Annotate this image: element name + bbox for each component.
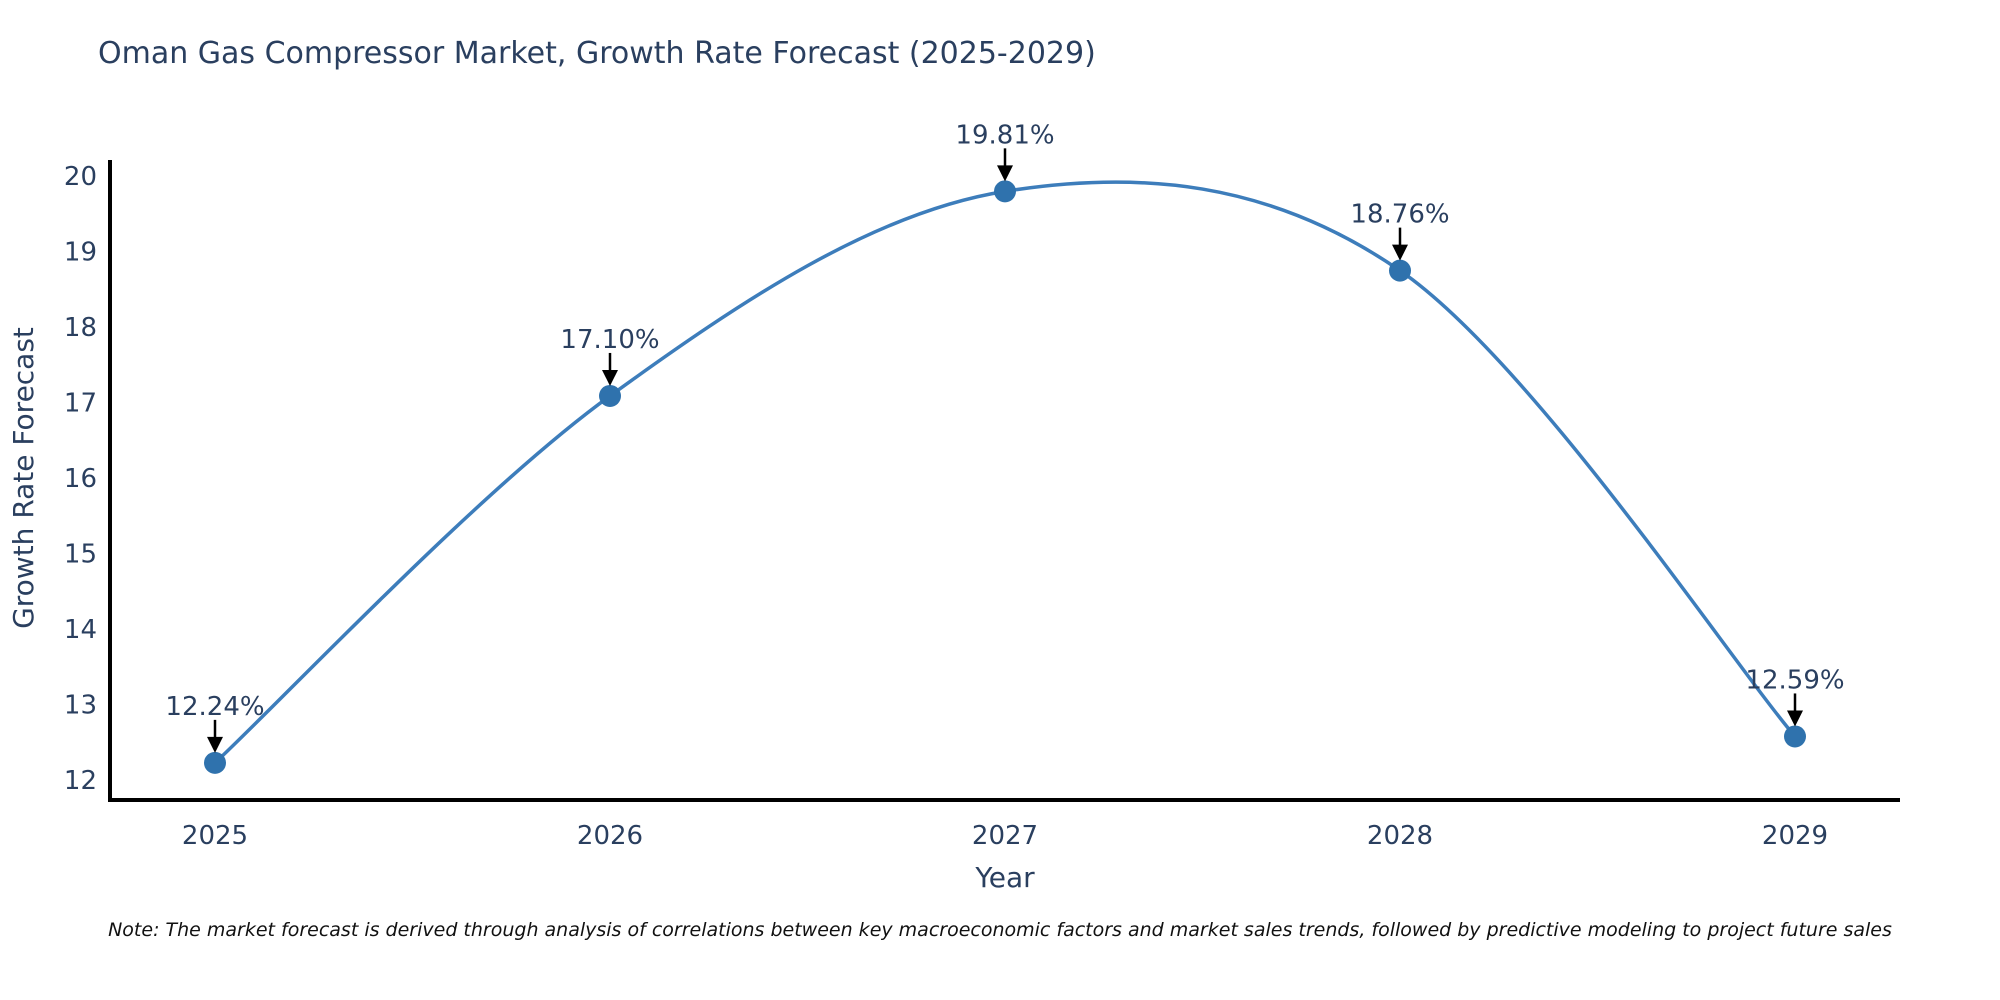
annotation-arrowhead	[602, 369, 618, 386]
data-point-2028	[1389, 259, 1411, 282]
x-tick-label: 2026	[577, 821, 643, 851]
annotation-arrowhead	[207, 736, 223, 753]
data-point-2029	[1784, 725, 1806, 748]
point-label: 12.24%	[165, 692, 264, 722]
axis-spines	[108, 160, 1900, 802]
y-tick-label: 13	[64, 691, 97, 721]
data-point-2027	[994, 180, 1016, 203]
trend-line	[213, 180, 1797, 765]
y-tick-label: 20	[64, 162, 97, 192]
point-label: 19.81%	[955, 120, 1054, 150]
y-tick-label: 14	[64, 615, 97, 645]
y-tick-label: 17	[64, 389, 97, 419]
y-axis-title: Growth Rate Forecast	[7, 327, 40, 629]
y-tick-label: 15	[64, 540, 97, 570]
point-label: 12.59%	[1745, 665, 1844, 695]
point-label: 18.76%	[1350, 200, 1449, 230]
x-tick-label: 2028	[1367, 821, 1433, 851]
data-point-2025	[204, 751, 226, 774]
annotation-arrowhead	[1392, 244, 1408, 261]
chart-title: Oman Gas Compressor Market, Growth Rate …	[98, 36, 1096, 71]
x-tick-label: 2025	[182, 821, 248, 851]
point-label: 17.10%	[560, 325, 659, 355]
x-tick-label: 2027	[972, 821, 1038, 851]
y-tick-label: 16	[64, 464, 97, 494]
annotation-arrowhead	[997, 165, 1013, 182]
y-tick-label: 18	[64, 313, 97, 343]
x-tick-label: 2029	[1762, 821, 1828, 851]
data-point-2026	[599, 384, 621, 407]
annotation-arrowhead	[1787, 710, 1803, 727]
y-tick-label: 19	[64, 238, 97, 268]
chart-note: Note: The market forecast is derived thr…	[108, 919, 1892, 941]
y-tick-label: 12	[64, 766, 97, 796]
x-axis-title: Year	[974, 861, 1035, 894]
